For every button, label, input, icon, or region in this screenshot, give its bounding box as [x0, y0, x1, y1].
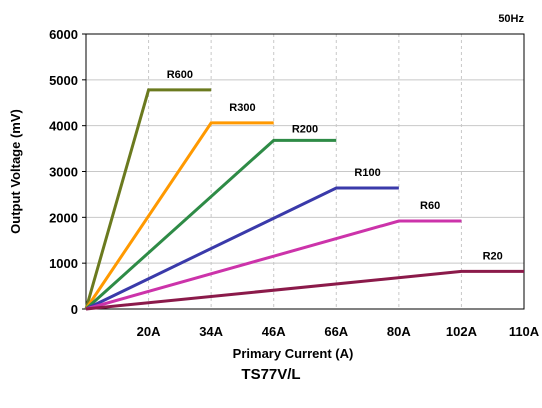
x-tick-label: 46A — [262, 324, 286, 339]
series-label-r200: R200 — [292, 123, 318, 135]
series-layer — [84, 88, 524, 311]
x-tick-label: 66A — [324, 324, 348, 339]
y-tick-label: 3000 — [49, 165, 78, 180]
frequency-note: 50Hz — [498, 13, 524, 25]
y-tick-label: 1000 — [49, 256, 78, 271]
y-tick-label: 5000 — [49, 73, 78, 88]
y-tick-label: 4000 — [49, 119, 78, 134]
series-line-r100 — [85, 186, 399, 311]
x-tick-label: 80A — [387, 324, 411, 339]
grid-lines — [86, 33, 525, 310]
y-tick-labels: 0 1000 2000 3000 4000 5000 6000 — [49, 27, 86, 317]
series-line-r600 — [84, 88, 212, 310]
x-tick-label: 102A — [446, 324, 478, 339]
y-tick-label: 0 — [71, 302, 78, 317]
series-label-r60: R60 — [420, 200, 440, 212]
chart-caption: TS77V/L — [241, 366, 301, 383]
series-line-r200 — [84, 138, 337, 311]
x-axis-label: Primary Current (A) — [233, 346, 354, 361]
x-tick-label: 34A — [199, 324, 223, 339]
x-tick-labels: 20A 34A 46A 66A 80A 102A 110A — [137, 324, 540, 339]
series-label-r600: R600 — [167, 69, 193, 81]
y-tick-label: 2000 — [49, 210, 78, 225]
series-line-r300 — [84, 121, 274, 310]
series-label-r100: R100 — [354, 167, 380, 179]
series-label-r20: R20 — [483, 250, 503, 262]
series-line-r20 — [85, 269, 524, 311]
series-label-r300: R300 — [229, 102, 255, 114]
y-tick-label: 6000 — [49, 27, 78, 42]
x-tick-label: 110A — [509, 324, 540, 339]
y-axis-label: Output Voltage (mV) — [8, 109, 23, 234]
series-line-r60 — [85, 219, 462, 311]
x-tick-label: 20A — [137, 324, 161, 339]
series-labels: R600 R300 R200 R100 R60 R20 — [167, 69, 503, 262]
